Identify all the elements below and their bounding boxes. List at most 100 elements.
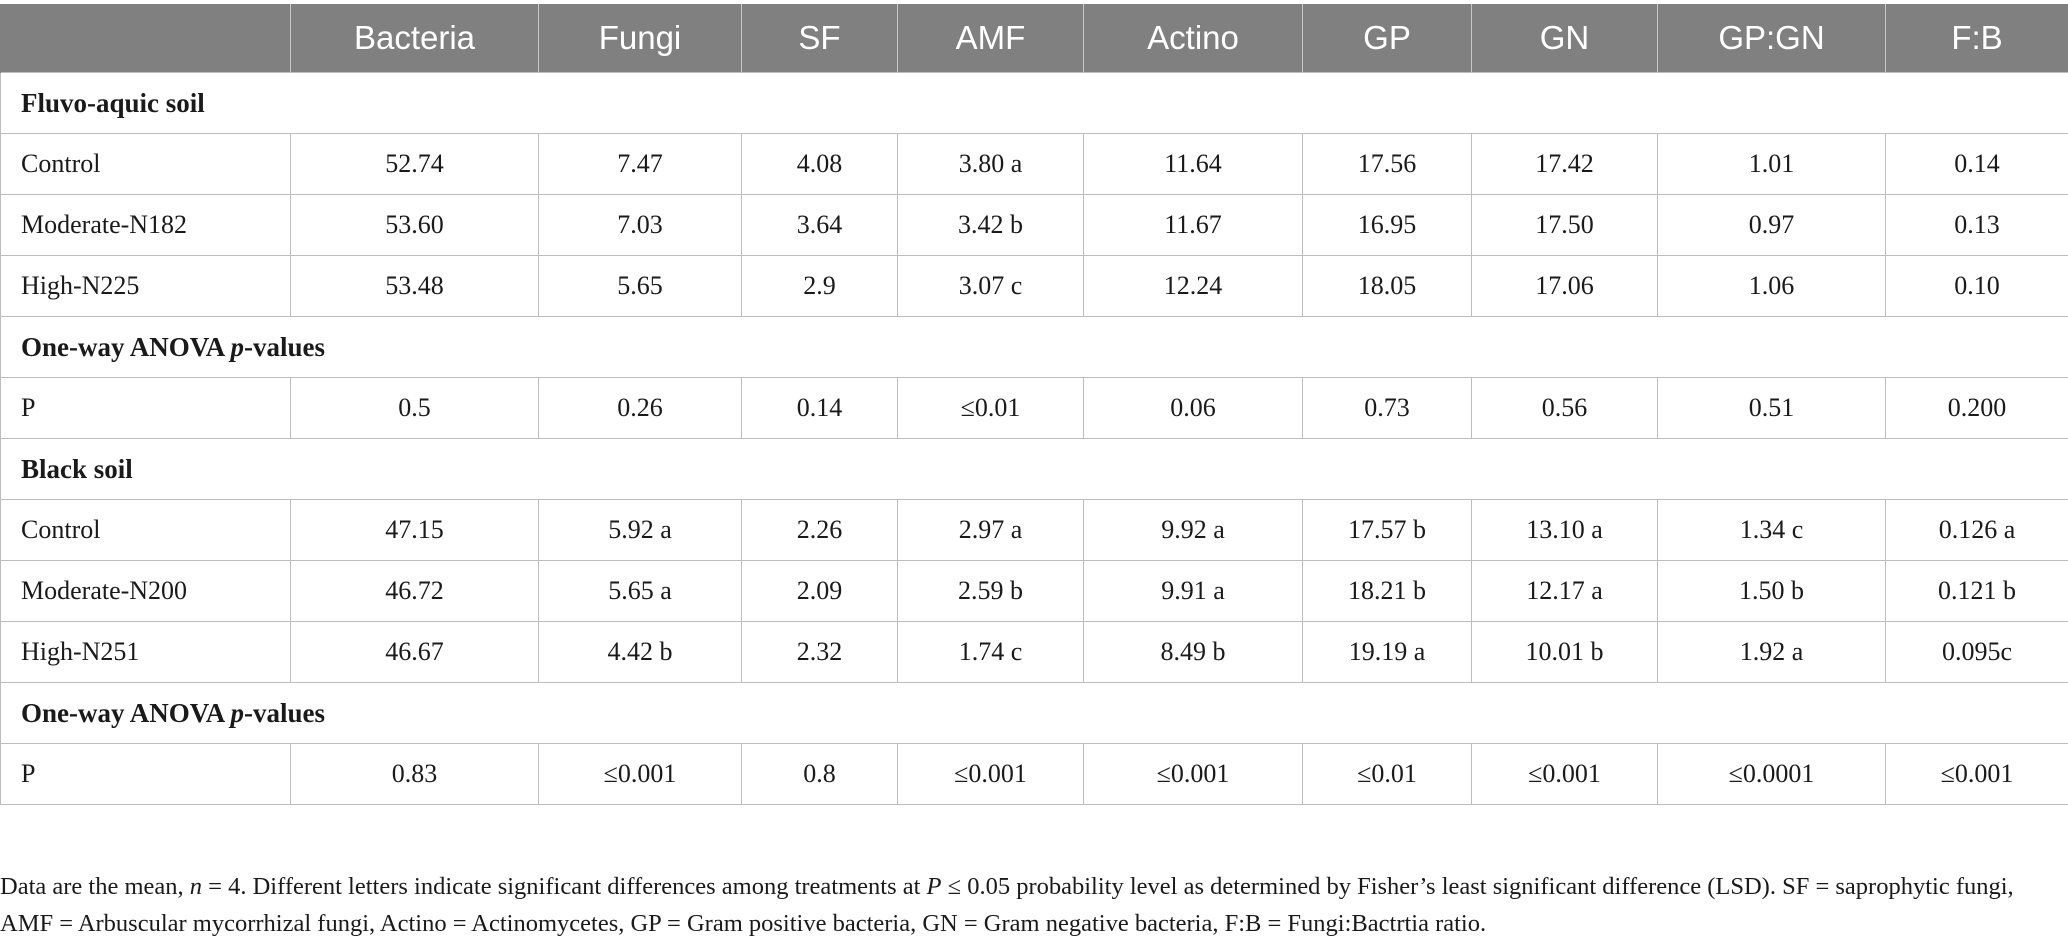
- table-cell: 0.56: [1471, 377, 1658, 439]
- table-row: Control 52.74 7.47 4.08 3.80 a 11.64 17.56 17.4…: [0, 133, 2068, 195]
- table-cell: ≤0.001: [538, 743, 742, 805]
- header-cell-gp-gn: GP:GN: [1657, 4, 1886, 73]
- anova-p-row: P 0.5 0.26 0.14 ≤0.01 0.06 0.73 0.56 0.51 0.200: [0, 377, 2068, 439]
- table-cell: 5.92 a: [538, 499, 742, 561]
- anova-p-row: P 0.83 ≤0.001 0.8 ≤0.001 ≤0.001 ≤0.01 ≤0.001 ≤0.…: [0, 743, 2068, 805]
- footnote-p-symbol: P: [926, 873, 942, 900]
- table-cell: 47.15: [290, 499, 539, 561]
- table-cell: 12.17 a: [1471, 560, 1658, 622]
- table-cell: 7.47: [538, 133, 742, 195]
- header-cell-gn: GN: [1471, 4, 1658, 73]
- table-cell: 0.5: [290, 377, 539, 439]
- anova-title: One-way ANOVA p-values: [0, 316, 2068, 378]
- table-cell: 1.01: [1657, 133, 1886, 195]
- table-cell: 0.200: [1885, 377, 2068, 439]
- table-cell: 10.01 b: [1471, 621, 1658, 683]
- table-cell: 17.50: [1471, 194, 1658, 256]
- table-cell: 17.56: [1302, 133, 1472, 195]
- table-cell: 0.14: [1885, 133, 2068, 195]
- table-cell: 0.26: [538, 377, 742, 439]
- table-row: High-N225 53.48 5.65 2.9 3.07 c 12.24 18.05 17.…: [0, 255, 2068, 317]
- table-cell: 52.74: [290, 133, 539, 195]
- row-label: Control: [0, 133, 291, 195]
- section-header-row: Black soil: [0, 438, 2068, 500]
- table-cell: 0.10: [1885, 255, 2068, 317]
- header-cell-f-b: F:B: [1885, 4, 2068, 73]
- table-cell: 4.42 b: [538, 621, 742, 683]
- table-cell: 3.64: [741, 194, 898, 256]
- table-cell: 0.126 a: [1885, 499, 2068, 561]
- table-cell: 46.72: [290, 560, 539, 622]
- footnote-n-symbol: n: [189, 873, 203, 900]
- table-cell: 13.10 a: [1471, 499, 1658, 561]
- table-cell: 53.48: [290, 255, 539, 317]
- table-cell: 0.51: [1657, 377, 1886, 439]
- footnote-text-3: ≤ 0.05 probability level as determined b…: [0, 873, 2014, 937]
- table-row: Moderate-N200 46.72 5.65 a 2.09 2.59 b 9.91 a…: [0, 560, 2068, 622]
- table-cell: 16.95: [1302, 194, 1472, 256]
- table-cell: 18.21 b: [1302, 560, 1472, 622]
- table-header: Bacteria Fungi SF AMF Actino GP GN GP:GN…: [0, 4, 2068, 73]
- table-cell: 0.13: [1885, 194, 2068, 256]
- table-cell: 1.34 c: [1657, 499, 1886, 561]
- table-cell: 1.50 b: [1657, 560, 1886, 622]
- table-cell: 2.32: [741, 621, 898, 683]
- table-cell: 1.92 a: [1657, 621, 1886, 683]
- anova-title-prefix: One-way ANOVA: [21, 331, 231, 362]
- table-cell: ≤0.01: [1302, 743, 1472, 805]
- header-cell-amf: AMF: [897, 4, 1084, 73]
- table-cell: 5.65 a: [538, 560, 742, 622]
- anova-title-p: p: [230, 697, 245, 728]
- section-title: Black soil: [0, 438, 2068, 500]
- table-cell: 3.42 b: [897, 194, 1084, 256]
- table-cell: ≤0.0001: [1657, 743, 1886, 805]
- header-cell-bacteria: Bacteria: [290, 4, 539, 73]
- row-label: High-N225: [0, 255, 291, 317]
- table-cell: 5.65: [538, 255, 742, 317]
- table-cell: 3.80 a: [897, 133, 1084, 195]
- table-cell: 0.095c: [1885, 621, 2068, 683]
- table-cell: 2.26: [741, 499, 898, 561]
- header-cell-blank: [0, 4, 291, 73]
- table-cell: 18.05: [1302, 255, 1472, 317]
- table-cell: 17.42: [1471, 133, 1658, 195]
- table-cell: 11.67: [1083, 194, 1303, 256]
- table-row: High-N251 46.67 4.42 b 2.32 1.74 c 8.49 b 19.1…: [0, 621, 2068, 683]
- table-cell: 8.49 b: [1083, 621, 1303, 683]
- header-cell-gp: GP: [1302, 4, 1472, 73]
- anova-header-row: One-way ANOVA p-values: [0, 682, 2068, 744]
- table-cell: 17.57 b: [1302, 499, 1472, 561]
- row-label: Control: [0, 499, 291, 561]
- table-cell: 0.73: [1302, 377, 1472, 439]
- table-cell: 9.91 a: [1083, 560, 1303, 622]
- table-cell: 11.64: [1083, 133, 1303, 195]
- header-cell-sf: SF: [741, 4, 898, 73]
- row-label: Moderate-N182: [0, 194, 291, 256]
- anova-title-prefix: One-way ANOVA: [21, 697, 231, 728]
- section-title: Fluvo-aquic soil: [0, 72, 2068, 134]
- table-cell: ≤0.001: [1083, 743, 1303, 805]
- table-cell: ≤0.01: [897, 377, 1084, 439]
- table-cell: ≤0.001: [897, 743, 1084, 805]
- anova-header-row: One-way ANOVA p-values: [0, 316, 2068, 378]
- table-cell: 17.06: [1471, 255, 1658, 317]
- table-cell: 4.08: [741, 133, 898, 195]
- anova-title-suffix: -values: [244, 697, 326, 728]
- table-cell: 19.19 a: [1302, 621, 1472, 683]
- row-label: P: [0, 743, 291, 805]
- table-cell: 0.06: [1083, 377, 1303, 439]
- header-cell-actino: Actino: [1083, 4, 1303, 73]
- table-cell: 0.97: [1657, 194, 1886, 256]
- table-cell: 0.8: [741, 743, 898, 805]
- table-cell: ≤0.001: [1471, 743, 1658, 805]
- table-row: Control 47.15 5.92 a 2.26 2.97 a 9.92 a 17.57 …: [0, 499, 2068, 561]
- footnote-text-2: = 4. Different letters indicate signific…: [202, 873, 927, 900]
- data-table: Bacteria Fungi SF AMF Actino GP GN GP:GN…: [0, 4, 2068, 805]
- table-cell: 1.74 c: [897, 621, 1084, 683]
- table-cell: 2.9: [741, 255, 898, 317]
- table-cell: 2.09: [741, 560, 898, 622]
- row-label: P: [0, 377, 291, 439]
- table-cell: 2.59 b: [897, 560, 1084, 622]
- table-cell: 46.67: [290, 621, 539, 683]
- table-cell: 2.97 a: [897, 499, 1084, 561]
